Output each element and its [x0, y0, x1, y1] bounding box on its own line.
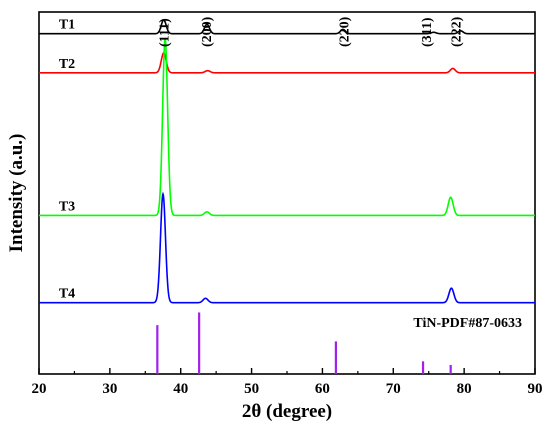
- series-line-t4: [39, 191, 535, 304]
- x-tick-label: 60: [315, 381, 330, 397]
- series-labels: T1 T2 T3 T4: [59, 18, 75, 302]
- x-tick-label: 90: [528, 381, 543, 397]
- reference-lines: [156, 312, 452, 374]
- peak-labels: (111) (200) (220) (311) (222): [158, 16, 465, 47]
- series-traces: [39, 19, 535, 304]
- x-tick-label: 80: [457, 381, 472, 397]
- x-axis-label: 2θ (degree): [242, 401, 332, 422]
- peak-label: (111): [158, 18, 173, 47]
- series-line-t1: [39, 19, 535, 35]
- x-tick-label: 70: [386, 381, 401, 397]
- x-tick-label: 20: [32, 381, 47, 397]
- reference-label: TiN-PDF#87-0633: [413, 316, 522, 331]
- peak-label: (220): [338, 16, 353, 47]
- series-label-t4: T4: [59, 287, 75, 302]
- x-tick-label: 50: [244, 381, 259, 397]
- peak-label: (222): [450, 16, 465, 47]
- x-tick-label: 40: [173, 381, 188, 397]
- series-label-t3: T3: [59, 199, 75, 214]
- series-line-t3: [39, 37, 535, 217]
- y-axis-label: Intensity (a.u.): [6, 134, 27, 253]
- peak-label: (200): [200, 16, 215, 47]
- series-label-t2: T2: [59, 57, 75, 72]
- series-line-t2: [39, 51, 535, 74]
- x-tick-label: 30: [102, 381, 117, 397]
- x-ticks: 20 30 40 50 60 70 80 90: [32, 368, 543, 397]
- series-label-t1: T1: [59, 18, 75, 33]
- peak-label: (311): [420, 17, 435, 47]
